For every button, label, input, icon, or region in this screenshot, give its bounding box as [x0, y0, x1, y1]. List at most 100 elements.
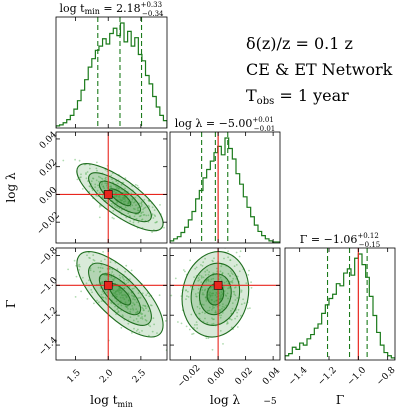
sample-point — [201, 311, 204, 314]
sample-point — [180, 322, 183, 325]
annotation-redshift-error: δ(z)/z = 0.1 z — [246, 34, 353, 53]
sample-point — [221, 307, 223, 310]
sample-point — [222, 285, 225, 288]
sample-point — [81, 188, 84, 190]
sample-point — [203, 289, 206, 292]
sample-point — [204, 257, 207, 260]
y-tick-label-gamma: −1.0 — [37, 275, 60, 298]
sample-point — [147, 214, 150, 217]
sample-point — [220, 279, 223, 282]
sample-point — [115, 187, 118, 190]
sample-point — [105, 199, 107, 202]
sample-point — [196, 327, 199, 330]
sample-point — [221, 312, 224, 314]
sample-point — [229, 259, 232, 261]
sample-point — [116, 311, 119, 314]
sample-point — [129, 310, 132, 313]
sample-point — [231, 279, 234, 282]
sample-point — [210, 278, 213, 281]
sample-point — [230, 318, 233, 321]
sample-point — [101, 194, 104, 197]
sample-point — [211, 323, 214, 326]
sample-point — [134, 200, 136, 203]
sample-point — [173, 232, 175, 234]
sample-point — [121, 197, 124, 199]
sample-point — [136, 207, 139, 210]
sample-point — [118, 293, 121, 295]
sample-point — [141, 292, 144, 295]
sample-point — [206, 321, 209, 324]
sample-point — [220, 265, 223, 268]
sample-point — [142, 307, 144, 310]
x-tick-label-loglambda: 0.02 — [234, 366, 255, 387]
sample-point — [95, 194, 98, 197]
sample-point — [229, 318, 231, 320]
sample-point — [198, 279, 201, 281]
sample-point — [214, 294, 217, 297]
sample-point — [152, 317, 155, 320]
x-tick-label-loglambda: 0.04 — [261, 366, 282, 387]
sample-point — [222, 343, 224, 345]
sample-point — [140, 211, 143, 214]
sample-point — [130, 201, 133, 203]
sample-point — [104, 289, 107, 291]
sample-point — [144, 206, 147, 209]
sample-point — [120, 304, 123, 307]
sample-point — [106, 291, 109, 294]
sample-point — [238, 270, 241, 273]
annotation-observation-time: Tobs = 1 year — [246, 86, 349, 107]
sample-point — [174, 277, 177, 280]
sample-point — [152, 217, 155, 219]
sample-point — [128, 215, 131, 217]
sample-point — [141, 316, 144, 318]
sample-point — [210, 292, 213, 295]
sample-point — [143, 309, 145, 312]
sample-point — [105, 298, 108, 300]
sample-point — [129, 308, 132, 311]
sample-point — [125, 305, 127, 308]
sample-point — [238, 255, 241, 258]
sample-point — [143, 198, 146, 201]
sample-point — [205, 280, 208, 283]
sample-point — [113, 190, 115, 193]
joint-panel-logtmin-gamma — [55, 243, 168, 361]
sample-point — [92, 254, 95, 257]
sample-point — [101, 181, 103, 184]
sample-point — [75, 275, 78, 278]
sample-point — [89, 269, 92, 272]
sample-point — [125, 264, 128, 267]
sample-point — [138, 297, 140, 299]
joint-frame — [169, 247, 281, 361]
sample-point — [131, 332, 133, 334]
sample-point — [98, 216, 101, 219]
sample-point — [95, 167, 98, 170]
sample-point — [194, 267, 197, 270]
sample-point — [120, 199, 123, 202]
sample-point — [225, 304, 228, 307]
sample-point — [123, 287, 126, 290]
sample-point — [131, 294, 133, 297]
sample-point — [239, 250, 242, 253]
sample-point — [116, 201, 119, 204]
sample-point — [96, 169, 98, 172]
sample-point — [119, 296, 122, 299]
sample-point — [250, 286, 253, 289]
x-tick-label-logtmin: 1.5 — [66, 368, 83, 385]
sample-point — [142, 211, 144, 214]
sample-point — [141, 306, 143, 309]
sample-point — [240, 291, 243, 293]
sample-point — [98, 301, 100, 304]
sample-point — [111, 243, 113, 245]
sample-point — [115, 295, 118, 298]
sample-point — [207, 280, 210, 282]
sample-point — [117, 187, 120, 190]
sample-point — [202, 292, 204, 294]
sample-point — [90, 180, 93, 183]
y-axis-label-gamma: Γ — [4, 300, 18, 308]
sample-point — [134, 213, 137, 216]
sample-point — [131, 305, 134, 307]
sample-point — [230, 272, 233, 274]
sample-point — [119, 277, 122, 279]
sample-point — [125, 282, 128, 285]
joint-panel-logtmin-loglambda — [55, 131, 175, 244]
